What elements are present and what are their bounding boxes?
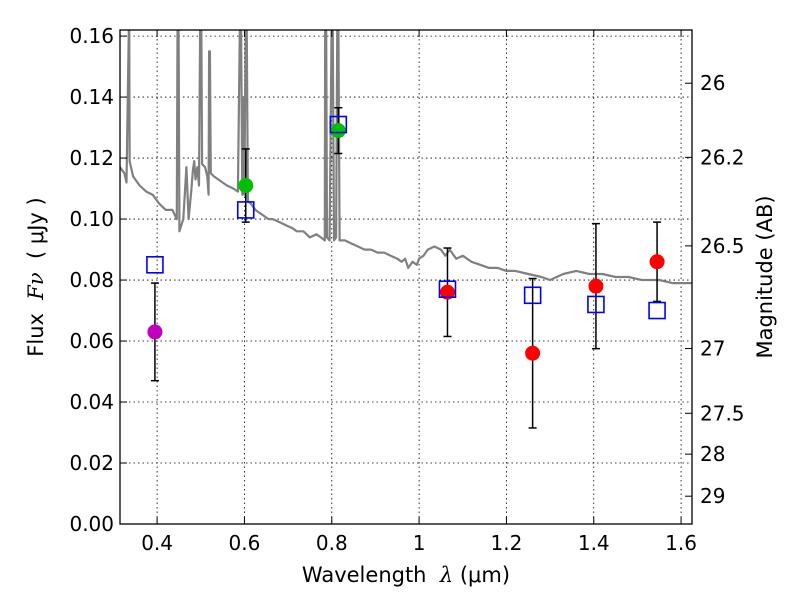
y-tick-label: 0.08: [69, 268, 114, 292]
y2-tick-label: 26: [700, 71, 725, 95]
model-spectrum-line: [120, 30, 692, 285]
x-axis-title: Wavelength λ (μm): [302, 563, 510, 587]
x-tick-label: 0.4: [141, 531, 173, 555]
observed-point: [588, 278, 604, 294]
ticks-layer: 0.4 0.6 0.8 1 1.2 1.4 1.6 0.00 0.02 0.04 0.06 0.08 0…: [69, 24, 744, 555]
x-tick-label: 0.8: [316, 531, 348, 555]
y2-tick-label: 26.2: [700, 145, 745, 169]
y-tick-label: 0.16: [69, 24, 114, 48]
model-point: [236, 201, 255, 219]
model-point: [648, 301, 666, 320]
plot-frame: [119, 29, 693, 525]
x-tick-label: 1: [413, 531, 426, 555]
y2-tick-label: 27: [700, 337, 725, 361]
plot-area: [120, 30, 692, 524]
y2-tick-label: 29: [700, 484, 725, 508]
observed-point: [330, 123, 346, 139]
model-point: [587, 295, 605, 314]
model-point: [438, 280, 457, 298]
y2-tick-label: 27.5: [700, 401, 745, 425]
y2-tick-label: 26.5: [700, 234, 745, 258]
y-tick-label: 0.00: [69, 512, 114, 536]
y-tick-label: 0.14: [69, 85, 114, 109]
observed-point: [147, 324, 163, 340]
y-tick-label: 0.10: [69, 207, 114, 231]
y-tick-label: 0.06: [69, 329, 114, 353]
model-points-layer: [146, 115, 666, 320]
model-spectrum-layer: [120, 30, 692, 285]
x-tick-label: 1.2: [491, 531, 523, 555]
y-tick-label: 0.02: [69, 451, 114, 475]
observed-point: [525, 345, 541, 361]
observed-point: [439, 284, 455, 300]
model-point: [523, 286, 542, 305]
model-point: [146, 256, 164, 274]
observed-point: [238, 178, 254, 194]
observed-point: [649, 254, 665, 270]
y-tick-label: 0.04: [69, 390, 114, 414]
y2-axis-title: Magnitude (AB): [753, 195, 777, 358]
x-tick-label: 1.4: [578, 531, 610, 555]
x-tick-label: 0.6: [229, 531, 261, 555]
x-tick-label: 1.6: [665, 531, 697, 555]
y2-tick-label: 28: [700, 442, 725, 466]
y-tick-label: 0.12: [69, 146, 114, 170]
observed-points-layer: [147, 123, 665, 361]
y-axis-title: Flux Fν ( μJy ): [24, 197, 48, 356]
model-point: [329, 115, 348, 134]
